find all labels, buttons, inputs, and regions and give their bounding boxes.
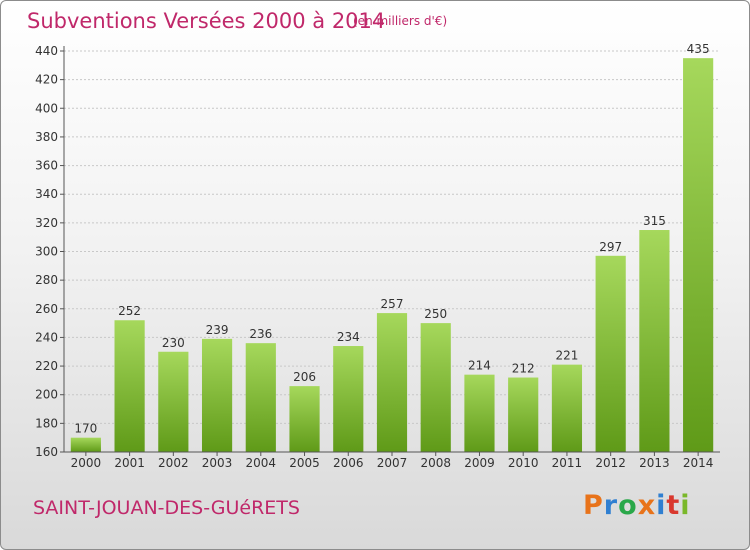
data-label: 297 (599, 240, 622, 254)
data-label: 435 (687, 42, 710, 56)
bar (245, 343, 276, 452)
logo-letter: o (618, 490, 638, 521)
data-label: 236 (249, 327, 272, 341)
x-axis-ticks: 2000 2001 2002 2003 2004 2005 2006 2007 2008 2009… (71, 452, 714, 470)
y-tick-label: 300 (35, 245, 58, 259)
logo-letter: P (583, 490, 604, 521)
data-label: 234 (337, 330, 360, 344)
x-tick-label: 2011 (552, 456, 583, 470)
x-tick-label: 2006 (333, 456, 364, 470)
x-tick-label: 2002 (158, 456, 189, 470)
bar (420, 323, 451, 452)
bar (333, 346, 364, 452)
x-tick-label: 2001 (114, 456, 145, 470)
data-label: 250 (424, 307, 447, 321)
y-axis-ticks: 160 180 200 220 240 260 280 300 320 340 360 380 400 4… (35, 44, 64, 459)
x-tick-label: 2000 (71, 456, 102, 470)
chart-subtitle: (en milliers d'€) (353, 14, 448, 28)
x-tick-label: 2013 (639, 456, 670, 470)
data-label: 315 (643, 214, 666, 228)
y-tick-label: 220 (35, 359, 58, 373)
data-label: 221 (555, 349, 578, 363)
y-tick-label: 280 (35, 273, 58, 287)
y-tick-label: 240 (35, 330, 58, 344)
logo-letter: r (603, 490, 619, 521)
bar (683, 58, 714, 453)
axes (63, 46, 720, 453)
data-label: 170 (74, 422, 97, 436)
bar (201, 338, 233, 452)
x-tick-label: 2010 (508, 456, 539, 470)
y-tick-label: 400 (35, 101, 58, 115)
y-tick-label: 380 (35, 130, 58, 144)
x-tick-label: 2009 (464, 456, 495, 470)
y-tick-label: 160 (35, 445, 58, 459)
bar (158, 351, 189, 452)
bar (70, 437, 101, 452)
data-label: 212 (512, 362, 535, 376)
data-label: 239 (206, 323, 229, 337)
bar (595, 255, 626, 452)
x-tick-label: 2012 (595, 456, 626, 470)
bar (114, 320, 145, 452)
bar (464, 374, 495, 452)
logo-letter: i (656, 490, 667, 521)
y-tick-label: 360 (35, 159, 58, 173)
x-tick-label: 2008 (420, 456, 451, 470)
y-tick-label: 260 (35, 302, 58, 316)
y-tick-label: 200 (35, 388, 58, 402)
bar (551, 364, 583, 452)
chart-title: Subventions Versées 2000 à 2014 (27, 9, 386, 33)
x-tick-label: 2004 (246, 456, 277, 470)
logo-letter: t (666, 490, 681, 521)
y-tick-label: 420 (35, 73, 58, 87)
x-tick-label: 2005 (289, 456, 320, 470)
data-label: 257 (381, 297, 404, 311)
logo-letter: x (637, 490, 657, 521)
x-tick-label: 2007 (377, 456, 408, 470)
data-label: 230 (162, 336, 185, 350)
x-tick-label: 2014 (683, 456, 714, 470)
y-tick-label: 340 (35, 187, 58, 201)
bar (289, 386, 320, 452)
data-label: 214 (468, 359, 491, 373)
y-tick-label: 180 (35, 416, 58, 430)
proxiti-logo: Proxiti (583, 490, 691, 521)
x-tick-label: 2003 (202, 456, 233, 470)
bar (508, 377, 539, 452)
commune-name: SAINT-JOUAN-DES-GUéRETS (33, 497, 300, 519)
data-labels: 170 252 230 239 236 206 234 257 250 214 212 221 297 3… (74, 42, 709, 436)
logo-letter: i (680, 490, 691, 521)
y-tick-label: 440 (35, 44, 58, 58)
bar (639, 230, 670, 452)
bar (376, 313, 408, 452)
data-label: 206 (293, 370, 316, 384)
y-tick-label: 320 (35, 216, 58, 230)
data-label: 252 (118, 304, 141, 318)
bars (70, 58, 714, 453)
